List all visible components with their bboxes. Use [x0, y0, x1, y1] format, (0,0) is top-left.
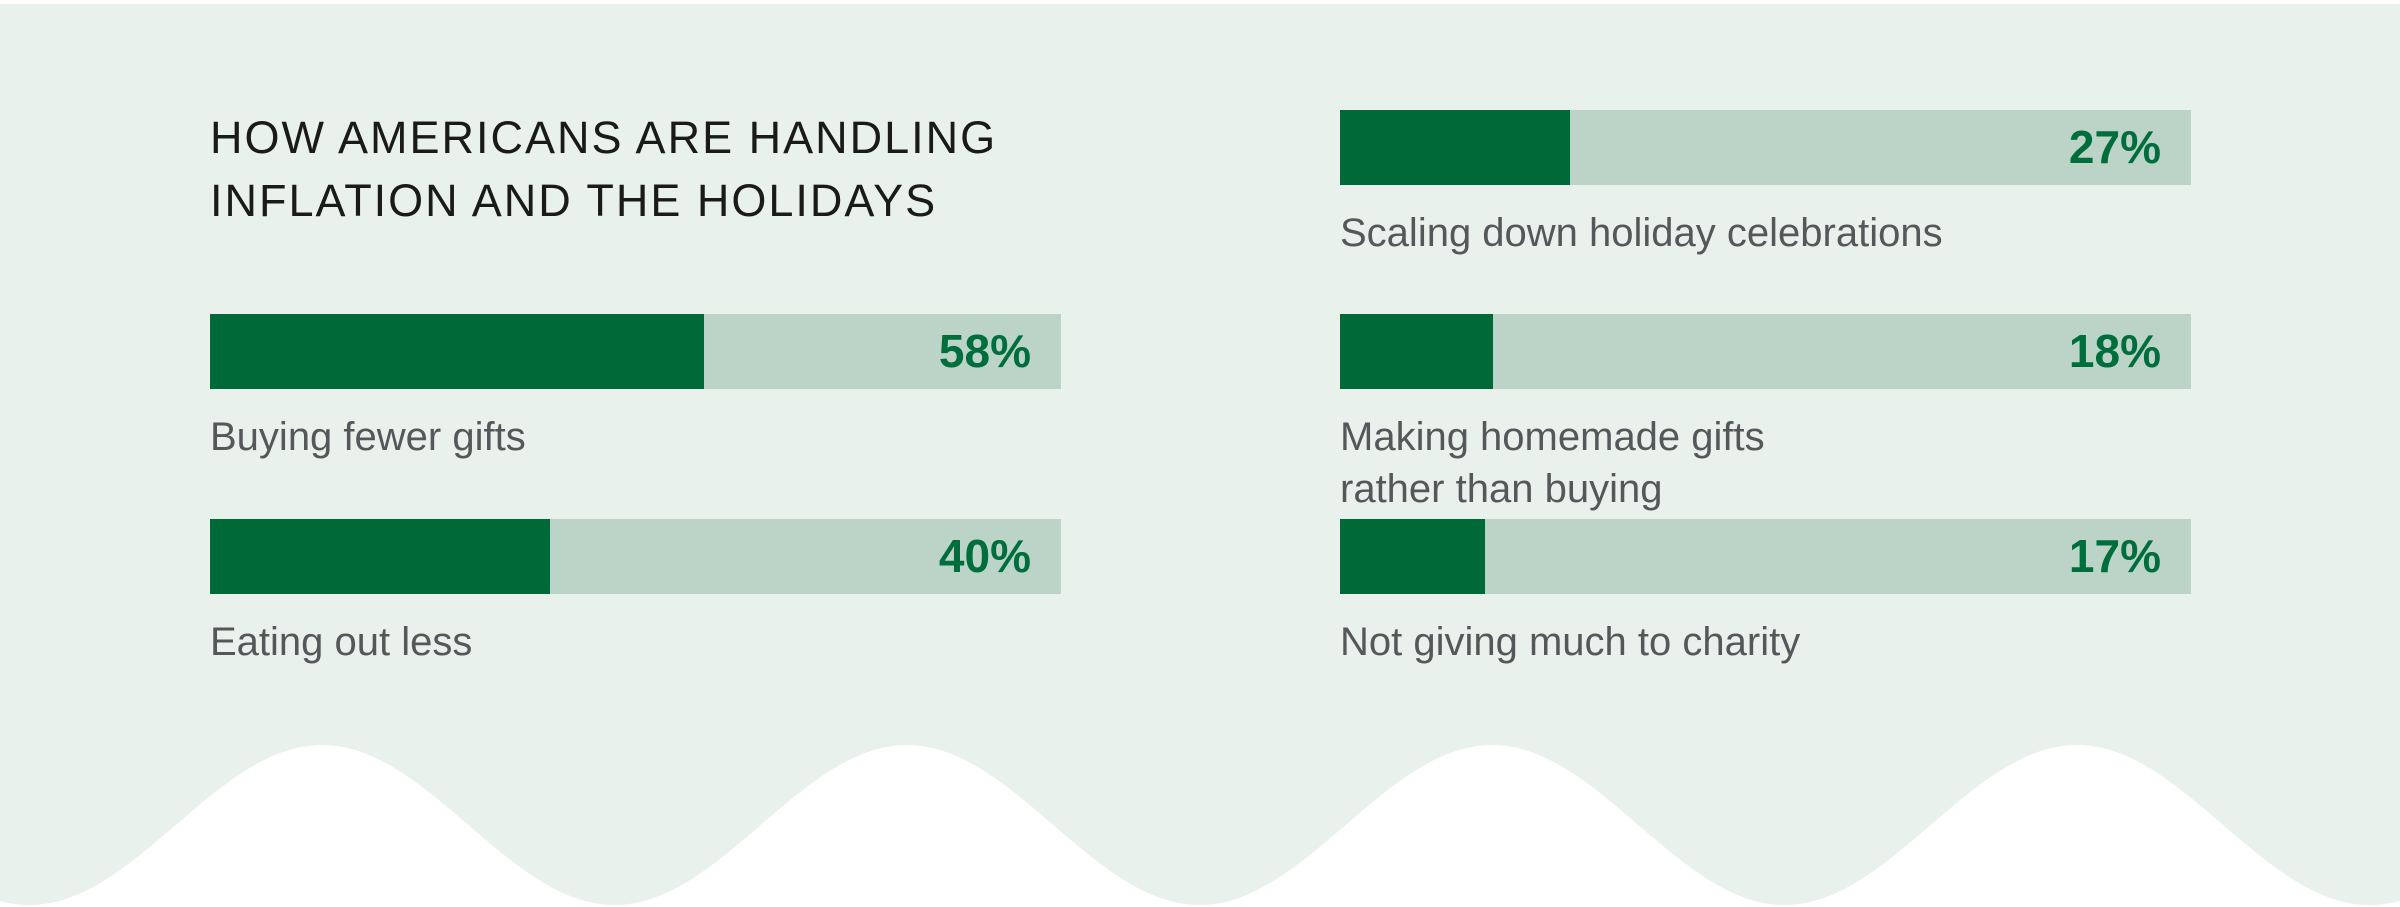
bar-label: Buying fewer gifts [210, 415, 526, 459]
bar-fill [1340, 110, 1570, 185]
top-strip [0, 0, 2400, 4]
bar-value: 27% [2068, 121, 2161, 173]
bar-value: 40% [938, 530, 1031, 582]
bar-track: 17% [1340, 519, 2191, 594]
wave-shape [0, 745, 2400, 907]
bar-label: Scaling down holiday celebrations [1340, 211, 1943, 255]
bar-label: Eating out less [210, 620, 473, 664]
bar-row-scaling-down-celebrations: 27% Scaling down holiday celebrations [1340, 110, 2191, 259]
bar-value: 18% [2068, 325, 2161, 377]
bar-track: 40% [210, 519, 1061, 594]
bar-row-buying-fewer-gifts: 58% Buying fewer gifts [210, 314, 1061, 463]
bar-row-not-giving-to-charity: 17% Not giving much to charity [1340, 519, 2191, 668]
bar-label: Not giving much to charity [1340, 620, 1801, 664]
bar-fill [1340, 519, 1485, 594]
bar-track: 18% [1340, 314, 2191, 389]
bar-value: 17% [2068, 530, 2161, 582]
chart-title-line-2: INFLATION AND THE HOLIDAYS [210, 175, 938, 226]
bar-row-homemade-gifts: 18% Making homemade gifts rather than bu… [1340, 314, 2191, 515]
bar-fill [210, 314, 704, 389]
bar-label: Making homemade gifts rather than buying [1340, 415, 1765, 511]
bar-track: 27% [1340, 110, 2191, 185]
bar-fill [210, 519, 551, 594]
chart-title: HOW AMERICANS ARE HANDLING INFLATION AND… [210, 106, 997, 232]
bar-track: 58% [210, 314, 1061, 389]
wave-decoration [0, 745, 2400, 907]
bar-fill [1340, 314, 1494, 389]
bar-row-eating-out-less: 40% Eating out less [210, 519, 1061, 668]
bar-value: 58% [938, 325, 1031, 377]
chart-title-line-1: HOW AMERICANS ARE HANDLING [210, 112, 998, 163]
